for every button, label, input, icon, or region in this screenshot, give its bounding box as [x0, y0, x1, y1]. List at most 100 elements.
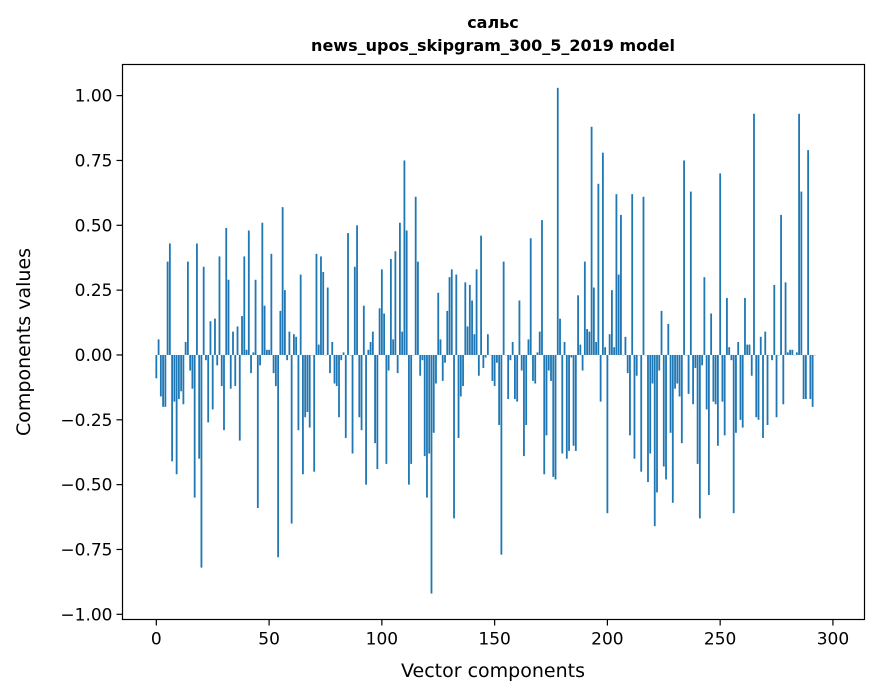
bar	[342, 352, 345, 355]
bar	[568, 354, 570, 451]
bar	[250, 354, 252, 374]
bar	[468, 284, 471, 355]
bar	[200, 354, 203, 568]
bar	[304, 354, 307, 418]
bar	[270, 253, 273, 355]
bar	[441, 354, 444, 381]
bar	[527, 339, 530, 355]
bar	[789, 349, 791, 355]
bar	[198, 354, 201, 459]
bar	[782, 354, 785, 405]
bar	[565, 354, 568, 459]
bar	[241, 316, 243, 355]
bar	[423, 354, 426, 457]
bar	[759, 336, 762, 355]
bar	[730, 354, 733, 361]
bar	[220, 354, 223, 387]
bar	[516, 354, 519, 402]
bar	[184, 342, 187, 355]
bar	[351, 354, 354, 454]
bar	[263, 305, 266, 355]
bar	[317, 344, 320, 355]
bar	[748, 344, 751, 355]
bar	[689, 191, 692, 355]
y-tick-label: −0.25	[60, 411, 112, 431]
bar	[500, 354, 503, 555]
bar	[798, 113, 800, 355]
bar	[385, 354, 388, 464]
chart-title: сальс	[467, 13, 519, 32]
bar	[293, 334, 295, 355]
bar	[667, 323, 670, 355]
bar	[583, 261, 586, 355]
bar	[380, 269, 383, 355]
bar	[396, 354, 399, 374]
bar	[462, 354, 464, 387]
bar	[159, 354, 162, 397]
bar	[193, 354, 196, 498]
x-tick-label: 0	[151, 630, 162, 650]
y-axis-label: Components values	[13, 248, 35, 436]
bar	[168, 243, 171, 355]
bar	[811, 354, 814, 407]
bar	[256, 354, 259, 508]
bar	[376, 354, 379, 470]
bar	[453, 354, 455, 519]
bar	[674, 354, 676, 389]
bar	[692, 354, 694, 405]
bar	[286, 354, 289, 361]
bar	[234, 354, 237, 387]
bar	[313, 354, 316, 472]
bar	[712, 354, 715, 402]
bar	[290, 354, 293, 524]
bar	[529, 238, 532, 355]
bar	[245, 349, 248, 355]
bar	[155, 354, 158, 379]
bar	[214, 318, 216, 355]
bar	[157, 339, 160, 355]
bar	[732, 354, 735, 514]
bar	[466, 326, 469, 355]
bar	[703, 277, 706, 355]
bar	[173, 354, 176, 402]
bar	[653, 354, 656, 527]
bar	[495, 354, 498, 363]
bar	[633, 354, 636, 459]
bar	[265, 349, 268, 355]
bar	[735, 354, 737, 433]
bar	[721, 354, 724, 402]
y-tick-label: 0.50	[75, 216, 113, 236]
y-tick-label: −1.00	[60, 605, 112, 625]
bars-group	[155, 87, 816, 594]
bar	[561, 354, 564, 454]
bar	[536, 352, 539, 355]
bar	[502, 261, 505, 355]
bar	[448, 277, 451, 355]
bar	[247, 230, 250, 355]
bar	[254, 279, 257, 355]
bar	[457, 354, 460, 438]
bar	[710, 313, 713, 355]
bar	[455, 274, 458, 355]
bar	[631, 194, 634, 355]
bar	[676, 354, 679, 384]
bar	[726, 297, 728, 355]
bar	[559, 318, 561, 355]
bar	[437, 292, 440, 355]
bar	[297, 354, 300, 431]
bar	[572, 354, 575, 446]
bar	[329, 354, 331, 374]
bar	[613, 347, 616, 355]
bar	[687, 354, 690, 394]
bar	[268, 349, 270, 355]
bar	[552, 354, 555, 477]
bar	[482, 354, 485, 368]
bar	[604, 347, 607, 355]
bar	[696, 354, 699, 464]
bar	[525, 354, 528, 425]
bar	[773, 284, 776, 355]
bar	[410, 354, 413, 464]
bar	[205, 354, 207, 361]
bar	[459, 354, 462, 397]
bar	[800, 191, 803, 355]
